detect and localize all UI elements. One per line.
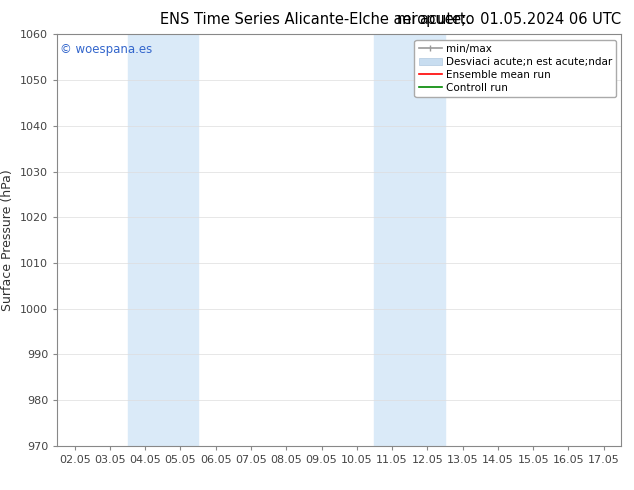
Text: ENS Time Series Alicante-Elche aeropuerto: ENS Time Series Alicante-Elche aeropuert… [160, 12, 474, 27]
Bar [127, 34, 198, 446]
Legend: min/max, Desviaci acute;n est acute;ndar, Ensemble mean run, Controll run: min/max, Desviaci acute;n est acute;ndar… [415, 40, 616, 97]
Text: mi acute;.  01.05.2024 06 UTC: mi acute;. 01.05.2024 06 UTC [397, 12, 621, 27]
Y-axis label: Surface Pressure (hPa): Surface Pressure (hPa) [1, 169, 15, 311]
Text: © woespana.es: © woespana.es [60, 43, 152, 55]
Bar [375, 34, 445, 446]
